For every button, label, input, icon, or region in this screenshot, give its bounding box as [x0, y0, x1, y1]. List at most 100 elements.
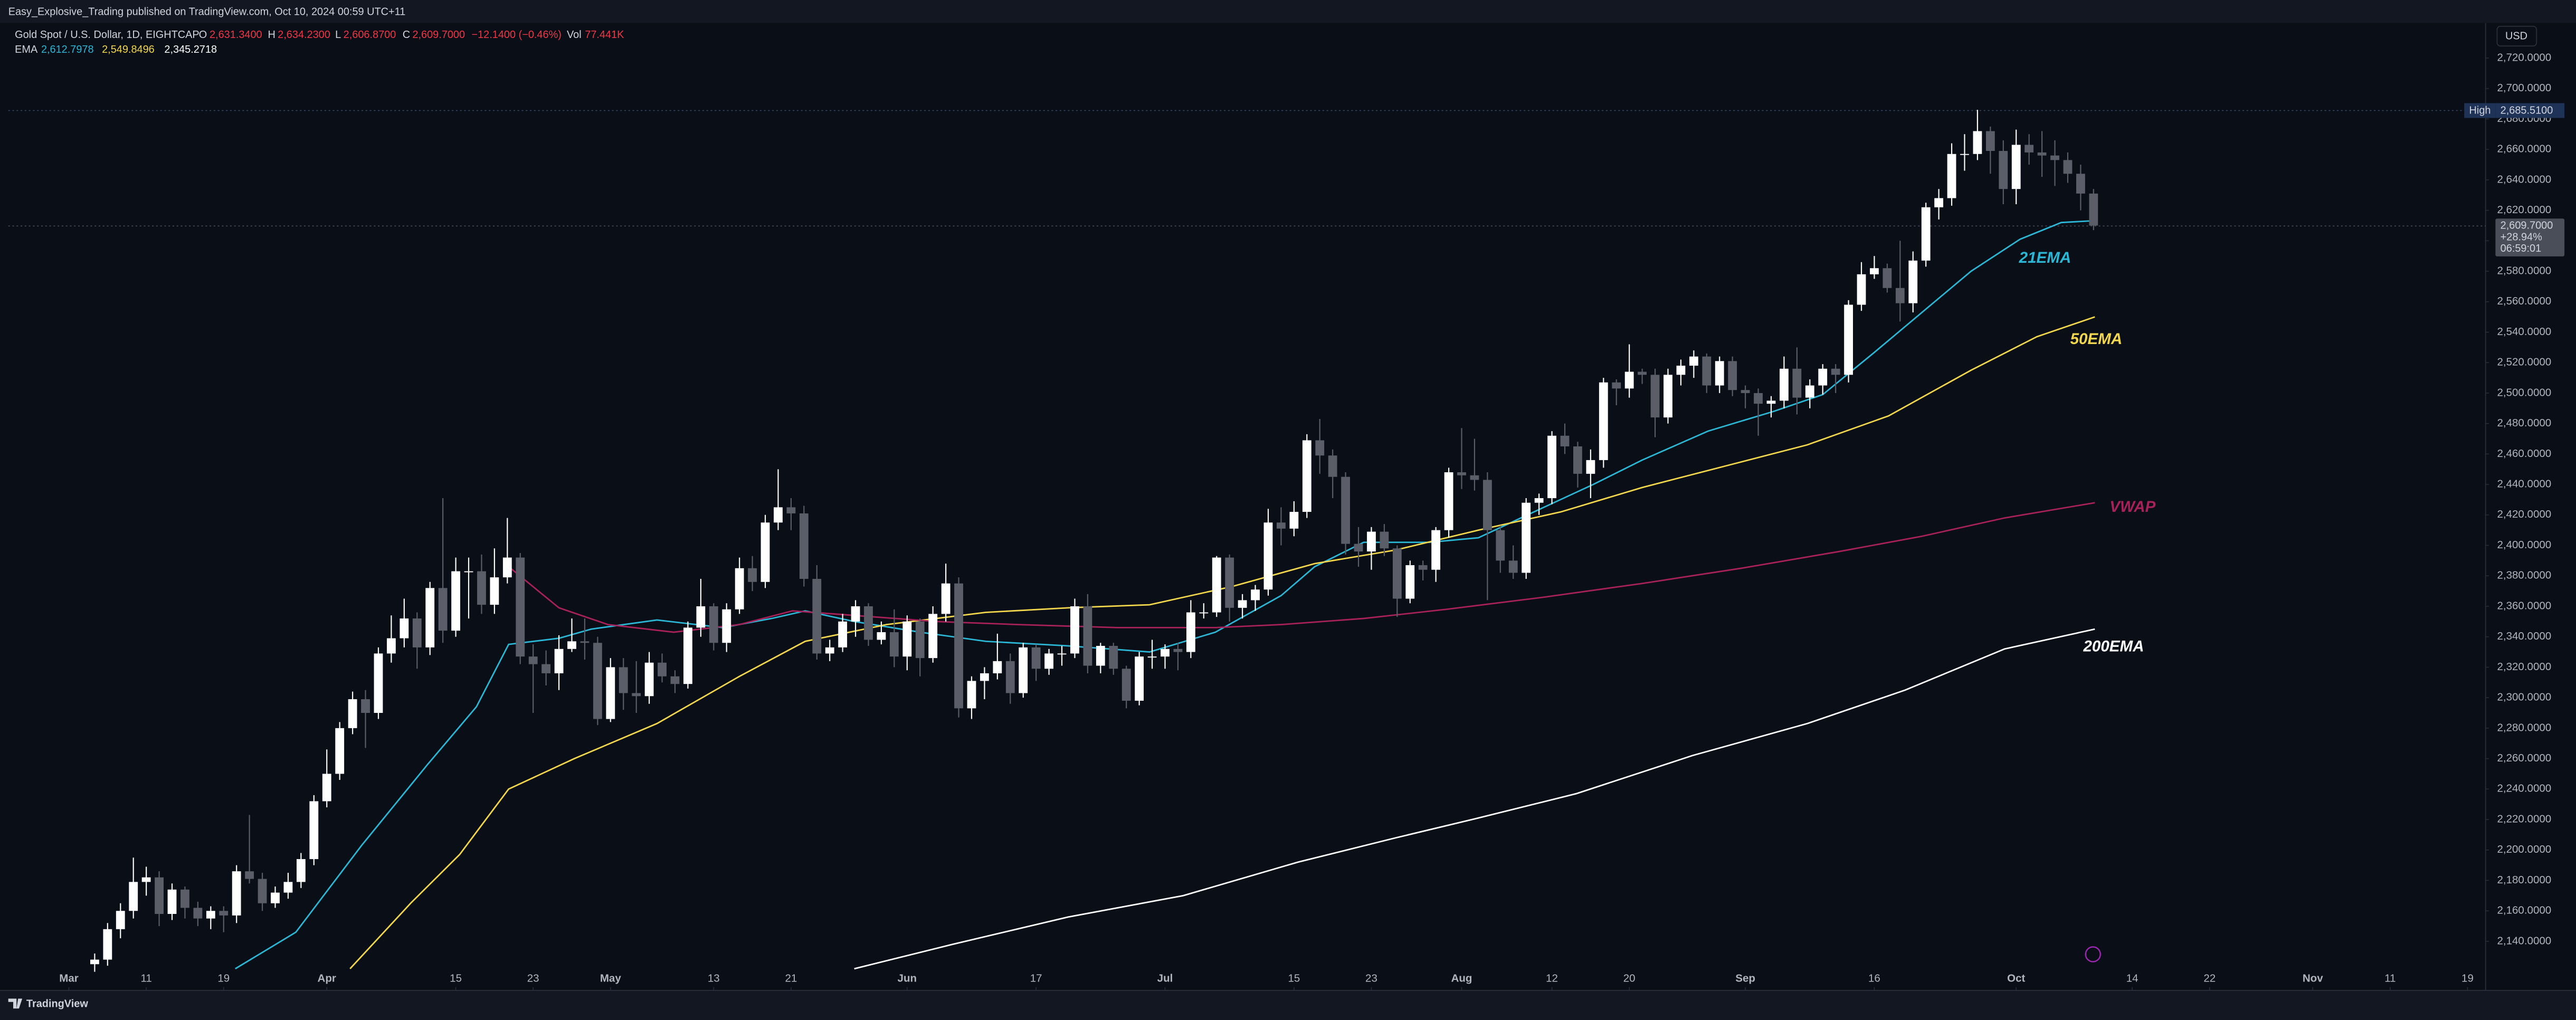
countdown: 06:59:01 — [2501, 243, 2542, 254]
candle-body — [2063, 160, 2073, 174]
y-tick-label: 2,180.0000 — [2497, 874, 2551, 886]
candle-body — [1212, 557, 1221, 613]
candle-body — [283, 882, 293, 893]
event-icon[interactable] — [2085, 946, 2101, 962]
symbol: Gold Spot / U.S. Dollar, 1D, EIGHTCAP — [15, 29, 199, 41]
candle-body — [348, 699, 357, 728]
x-tick-label: 23 — [1365, 973, 1377, 985]
x-tick-label: Jul — [1157, 973, 1173, 985]
x-tick-label: 11 — [2384, 973, 2396, 985]
candle-body — [1199, 612, 1209, 614]
candle-body — [1895, 288, 1905, 303]
candle-body — [1883, 268, 1892, 288]
x-tick-label: 11 — [140, 973, 151, 985]
legend-key: O — [199, 29, 207, 41]
candle-body — [541, 664, 551, 673]
currency[interactable]: USD — [2505, 30, 2527, 42]
candle-body — [812, 579, 822, 654]
candle-body — [632, 693, 641, 697]
candle-body — [902, 621, 912, 657]
candle-body — [554, 649, 564, 673]
candle-body — [1302, 440, 1311, 512]
candle-body — [1315, 440, 1325, 456]
candle-body — [941, 583, 950, 614]
y-tick-label: 2,540.0000 — [2497, 326, 2551, 338]
x-tick-label: 19 — [217, 973, 230, 985]
y-tick-label: 2,520.0000 — [2497, 356, 2551, 368]
candle-body — [141, 877, 151, 882]
candle-body — [644, 662, 654, 697]
candle-body — [129, 882, 138, 911]
candle-body — [155, 877, 164, 914]
candle-body — [502, 557, 512, 578]
candle-body — [1560, 435, 1570, 446]
candle-body — [658, 662, 667, 676]
y-tick-label: 2,480.0000 — [2497, 417, 2551, 429]
candle-body — [1947, 154, 1956, 198]
candle-body — [1676, 365, 1686, 375]
y-tick-label: 2,260.0000 — [2497, 752, 2551, 764]
candle-body — [1547, 435, 1556, 499]
candle-body — [193, 908, 203, 919]
x-tick-label: 16 — [1868, 973, 1880, 985]
legend-change: −12.1400 (−0.46%) — [471, 29, 561, 41]
candle-body — [258, 879, 267, 903]
candle-body — [464, 571, 473, 573]
indicator-line — [235, 220, 2090, 970]
candle-body — [606, 667, 615, 719]
candle-body — [722, 609, 731, 643]
candle-body — [180, 889, 189, 908]
y-tick-label: 2,320.0000 — [2497, 661, 2551, 673]
candle-body — [1289, 512, 1299, 529]
legend-value: 77.441K — [585, 29, 624, 41]
candle-body — [1534, 498, 1544, 503]
candle-body — [670, 676, 680, 684]
candle-body — [1921, 207, 1931, 261]
candle-body — [490, 577, 499, 605]
candle-body — [296, 859, 306, 882]
candle-body — [2050, 155, 2059, 160]
candle-body — [748, 568, 757, 582]
x-tick-label: Sep — [1735, 973, 1755, 985]
indicator-label: VWAP — [2109, 498, 2155, 516]
candle-body — [438, 588, 448, 631]
candle-body — [1573, 446, 1582, 474]
y-tick-label: 2,640.0000 — [2497, 173, 2551, 185]
legend-key: C — [403, 29, 410, 41]
candle-body — [2089, 193, 2098, 226]
candle-body — [1238, 600, 1247, 608]
indicator-line — [508, 502, 2095, 633]
candle-body — [593, 643, 602, 719]
candle-body — [1870, 268, 1879, 274]
candle-body — [1044, 653, 1054, 669]
candle-body — [980, 673, 989, 681]
candle-body — [1638, 371, 1647, 375]
candle-body — [271, 892, 280, 903]
candle-body — [1173, 649, 1183, 652]
candle-body — [1083, 606, 1092, 666]
brand-logo — [8, 998, 23, 1009]
candle-body — [1973, 131, 1982, 154]
y-tick-label: 2,620.0000 — [2497, 204, 2551, 216]
candle-body — [528, 656, 538, 664]
y-tick-label: 2,340.0000 — [2497, 630, 2551, 642]
candle-body — [928, 614, 938, 659]
candle-body — [232, 871, 241, 916]
candle-body — [1766, 401, 1776, 404]
candle-body — [400, 618, 409, 638]
currency-button[interactable] — [2496, 25, 2537, 47]
x-tick-label: 20 — [1623, 973, 1636, 985]
candle-body — [709, 606, 718, 643]
candle-body — [877, 632, 886, 640]
candle-body — [1392, 548, 1402, 599]
indicator-label: 21EMA — [2019, 249, 2071, 266]
legend-value: 2,631.3400 — [210, 29, 262, 41]
y-tick-label: 2,720.0000 — [2497, 51, 2551, 63]
candle-body — [103, 929, 112, 960]
candle-body — [1354, 544, 1363, 552]
candle-body — [361, 699, 370, 713]
candle-body — [1702, 356, 1712, 386]
candle-body — [1599, 382, 1608, 460]
candle-body — [1109, 646, 1118, 669]
